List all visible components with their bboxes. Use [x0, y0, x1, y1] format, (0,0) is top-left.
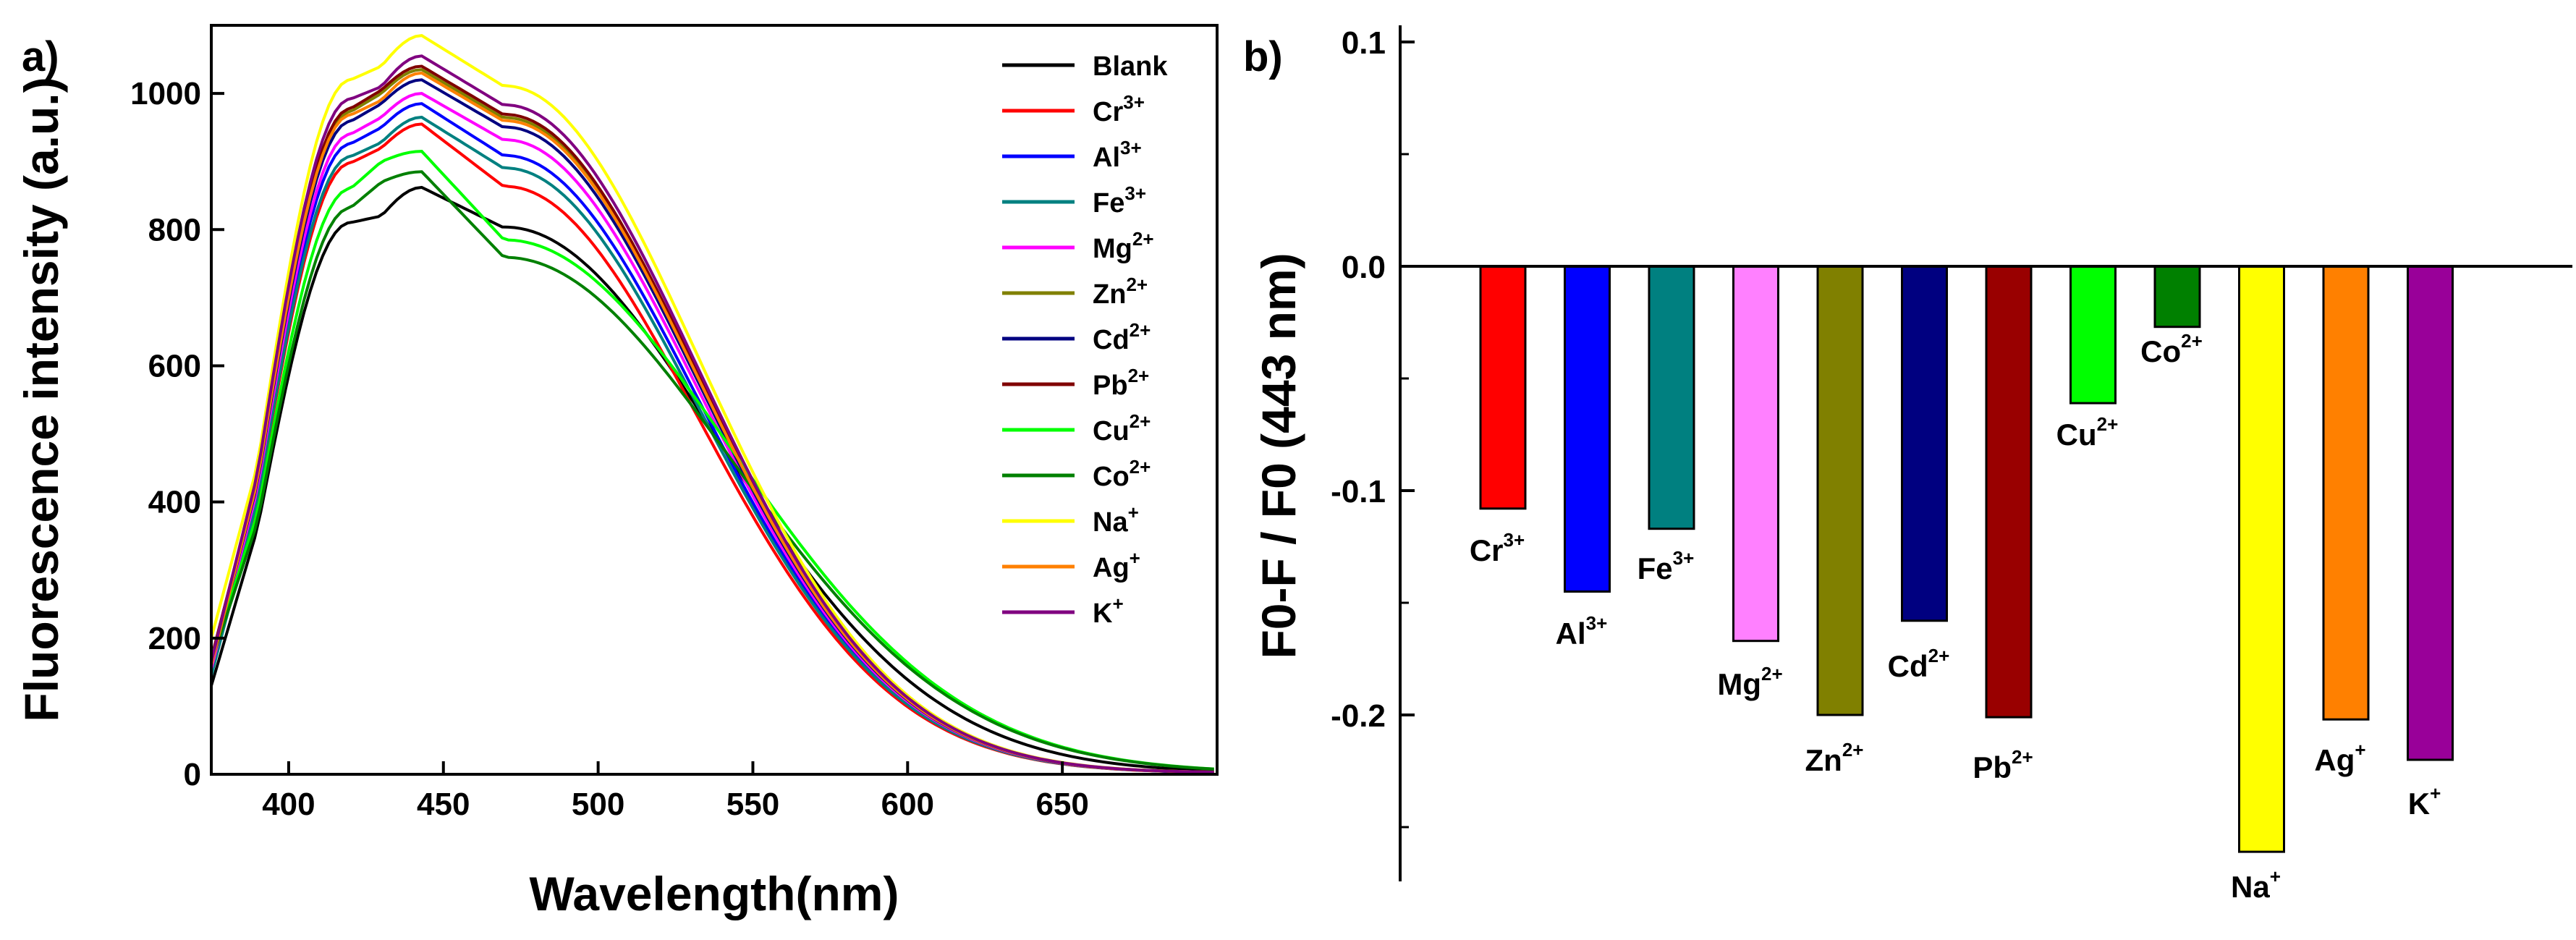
panel-b-bar-labels: Cr3+ Al3+ Fe3+ Mg2+ Zn2+ Cd2+ Pb2+ Cu2+ Co2+ Na+ A… — [1470, 330, 2441, 904]
bar — [1648, 265, 1695, 530]
legend-entry: Fe3+ — [1093, 182, 1146, 219]
y-tick-label: -0.2 — [1331, 698, 1386, 734]
spectrum-line — [210, 102, 1214, 774]
x-tick-label: 600 — [881, 787, 934, 822]
legend-entry: Cr3+ — [1093, 91, 1145, 127]
spectra-curves — [210, 34, 1214, 774]
legend-entry: Zn2+ — [1093, 274, 1148, 310]
y-tick-label: 200 — [148, 621, 201, 656]
bar — [2238, 265, 2285, 853]
panel-b-bars — [1479, 265, 2454, 853]
panel-b-y-ticks: 0.1 0.0 -0.1 -0.2 — [1331, 25, 1415, 829]
y-tick-label: 400 — [148, 485, 201, 520]
legend-entry: Cd2+ — [1093, 319, 1151, 355]
legend-entry: Blank — [1093, 51, 1168, 82]
bar — [1564, 265, 1611, 593]
y-tick-label: 600 — [148, 348, 201, 384]
bar-label: Fe3+ — [1637, 547, 1695, 585]
y-tick-label: 1000 — [130, 76, 201, 111]
legend-entry: K+ — [1093, 593, 1124, 629]
x-tick-label: 450 — [417, 787, 470, 822]
y-tick-label: 0.1 — [1342, 25, 1386, 61]
x-tick-label: 550 — [726, 787, 779, 822]
panel-b-bar-chart: b) 0.1 0.0 -0.1 -0.2 Cr3+ Al3+ Fe3+ Mg2+ Zn2+ Cd… — [1243, 25, 2572, 904]
x-tick-label: 500 — [572, 787, 624, 822]
spectrum-line — [210, 54, 1214, 774]
y-tick-label: 0 — [184, 757, 201, 792]
panel-a-x-axis-title: Wavelength(nm) — [530, 867, 899, 920]
x-tick-label: 650 — [1035, 787, 1088, 822]
panel-b-y-axis-title: F0-F / F0 (443 nm) — [1252, 253, 1305, 659]
legend-entry: Al3+ — [1093, 137, 1142, 173]
legend-entry: Mg2+ — [1093, 228, 1154, 264]
panel-a-legend: Blank Cr3+ Al3+ Fe3+ Mg2+ Zn2+ Cd2+ Pb2+ Cu2+ Co2… — [1002, 51, 1168, 629]
bar — [1816, 265, 1864, 716]
spectrum-line — [210, 185, 1214, 772]
bar — [2153, 265, 2201, 329]
x-tick-label: 400 — [262, 787, 315, 822]
panel-a-y-ticks: 0 200 400 600 800 1000 — [130, 76, 224, 792]
legend-entry: Ag+ — [1093, 547, 1140, 583]
legend-entry: Na+ — [1093, 501, 1139, 538]
bar-label: Mg2+ — [1717, 663, 1782, 701]
bar-label: K+ — [2408, 782, 2441, 821]
bar-label: Cd2+ — [1888, 645, 1950, 683]
bar — [1732, 265, 1779, 643]
bar-label: Al3+ — [1556, 612, 1608, 651]
bar — [1479, 265, 1527, 510]
bar — [1901, 265, 1948, 622]
legend-entry: Co2+ — [1093, 456, 1151, 492]
panel-a-line-chart: a) 400 450 500 550 600 650 02004006008001000 … — [14, 24, 1219, 920]
y-tick-label: 800 — [148, 212, 201, 247]
bar-label: Co2+ — [2140, 330, 2203, 368]
bar-label: Na+ — [2231, 865, 2281, 904]
panel-a-x-ticks: 400 450 500 550 600 650 — [262, 761, 1089, 822]
spectrum-line — [210, 150, 1214, 771]
bar-label: Zn2+ — [1805, 739, 1864, 777]
legend-entry: Cu2+ — [1093, 410, 1151, 446]
legend-entry: Pb2+ — [1093, 365, 1149, 401]
bar-label: Pb2+ — [1973, 746, 2033, 784]
bar-label: Cu2+ — [2056, 413, 2119, 452]
panel-a-plot-frame — [210, 24, 1219, 776]
bar-label: Ag+ — [2314, 739, 2365, 777]
panel-a-label: a) — [22, 33, 59, 80]
bar-label: Cr3+ — [1470, 529, 1525, 567]
y-tick-label: 0.0 — [1342, 250, 1386, 285]
spectrum-line — [210, 170, 1214, 771]
panel-b-label: b) — [1243, 33, 1283, 80]
bar — [2322, 265, 2370, 721]
panel-a-y-axis-title: Fluorescence intensity (a.u.) — [14, 77, 68, 721]
bar — [1985, 265, 2033, 719]
bar — [2069, 265, 2117, 405]
bar — [2407, 265, 2454, 761]
y-tick-label: -0.1 — [1331, 474, 1386, 509]
